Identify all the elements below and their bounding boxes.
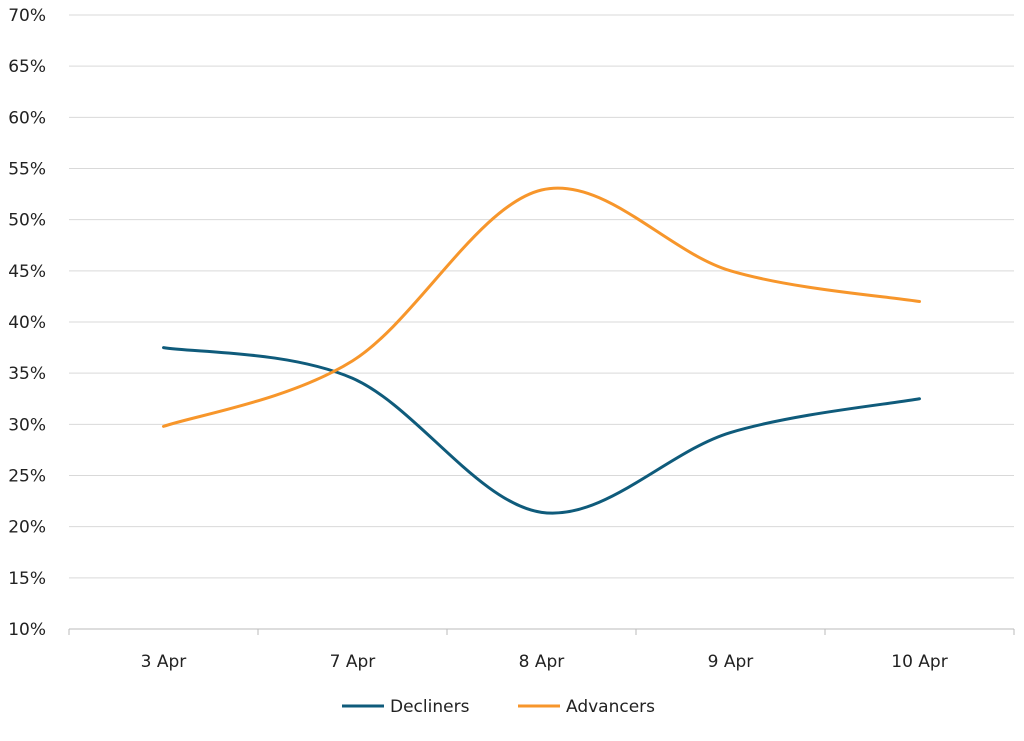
y-tick-label: 35% [8,364,46,384]
y-tick-label: 30% [8,415,46,435]
x-tick-label: 10 Apr [891,652,947,672]
y-tick-label: 60% [8,108,46,128]
x-axis: 3 Apr 7 Apr 8 Apr 9 Apr 10 Apr [68,629,1015,672]
y-tick-label: 45% [8,262,46,282]
y-axis: 10% 15% 20% 25% 30% 35% 40% 45% 50% 55% 60% 65% 70% [8,6,46,640]
x-tick-label: 7 Apr [330,652,376,672]
y-tick-label: 65% [8,57,46,77]
y-tick-label: 40% [8,313,46,333]
x-tick-label: 9 Apr [708,652,754,672]
y-tick-label: 70% [8,6,46,26]
y-tick-label: 10% [8,620,46,640]
series-lines [162,186,921,515]
x-tick-label: 8 Apr [519,652,565,672]
legend-label-decliners: Decliners [390,697,470,717]
legend: Decliners Advancers [342,697,655,717]
x-tick-label: 3 Apr [141,652,187,672]
series-line-advancers [162,186,921,428]
gridlines [69,14,1014,630]
y-tick-label: 55% [8,160,46,180]
series-line-decliners [162,346,921,515]
y-tick-label: 50% [8,211,46,231]
y-tick-label: 25% [8,467,46,487]
legend-label-advancers: Advancers [566,697,655,717]
y-tick-label: 15% [8,569,46,589]
y-tick-label: 20% [8,518,46,538]
